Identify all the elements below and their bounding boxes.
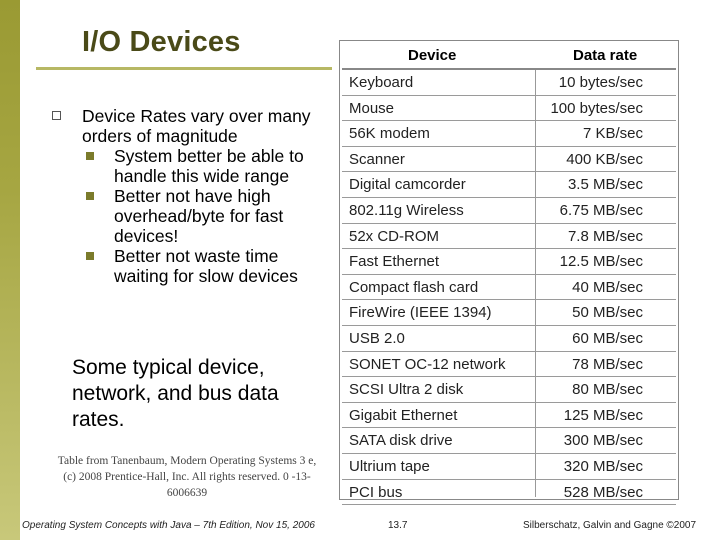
cell-data-rate: 78 MB/sec <box>572 355 643 373</box>
table-row: Gigabit Ethernet 125 MB/sec <box>342 403 676 429</box>
table-row: USB 2.0 60 MB/sec <box>342 326 676 352</box>
table-row: 56K modem 7 KB/sec <box>342 121 676 147</box>
cell-device: SONET OC-12 network <box>349 355 506 373</box>
table-row: Digital camcorder 3.5 MB/sec <box>342 172 676 198</box>
header-divider <box>342 68 676 70</box>
cell-device: FireWire (IEEE 1394) <box>349 304 492 322</box>
cell-device: Ultrium tape <box>349 458 430 475</box>
cell-device: Digital camcorder <box>349 176 466 194</box>
cell-device: Fast Ethernet <box>349 253 440 271</box>
cell-data-rate: 60 MB/sec <box>572 330 643 347</box>
slide-title: I/O Devices <box>82 26 241 58</box>
cell-data-rate: 12.5 MB/sec <box>559 253 643 271</box>
square-bullet-icon <box>86 152 94 160</box>
cell-device: 802.11g Wireless <box>349 202 464 219</box>
table-row: SCSI Ultra 2 disk 80 MB/sec <box>342 377 676 403</box>
cell-data-rate: 3.5 MB/sec <box>567 176 643 194</box>
table-row: Keyboard 10 bytes/sec <box>342 70 676 96</box>
cell-data-rate: 6.75 MB/sec <box>559 202 643 219</box>
cell-device: Scanner <box>349 150 405 168</box>
table-row: Compact flash card 40 MB/sec <box>342 275 676 301</box>
footer-right: Silberschatz, Galvin and Gagne ©2007 <box>523 520 697 531</box>
cell-device: Gigabit Ethernet <box>349 406 458 424</box>
cell-device: 52x CD-ROM <box>349 227 440 245</box>
bullet-list: Device Rates vary over many orders of ma… <box>52 106 332 286</box>
table-row: SATA disk drive 300 MB/sec <box>342 428 676 454</box>
sub-bullet: Better not waste time waiting for slow d… <box>52 246 332 286</box>
cell-device: 56K modem <box>349 125 430 143</box>
table-row: Ultrium tape 320 MB/sec <box>342 454 676 480</box>
cell-data-rate: 300 MB/sec <box>563 432 643 450</box>
table-row: Scanner 400 KB/sec <box>342 147 676 173</box>
header-data-rate: Data rate <box>573 47 638 64</box>
cell-device: SCSI Ultra 2 disk <box>349 381 464 399</box>
cell-data-rate: 7.8 MB/sec <box>567 227 643 245</box>
cell-data-rate: 80 MB/sec <box>572 381 643 399</box>
cell-device: Mouse <box>349 99 395 117</box>
table-row: Mouse 100 bytes/sec <box>342 96 676 122</box>
cell-data-rate: 50 MB/sec <box>572 304 643 322</box>
cell-data-rate: 10 bytes/sec <box>558 74 643 91</box>
cell-device: Keyboard <box>349 74 414 91</box>
bullet-main-text: Device Rates vary over many orders of ma… <box>82 106 311 146</box>
device-rate-table: Device Data rate Keyboard 10 bytes/sec Mou… <box>339 40 679 506</box>
left-accent-bar <box>0 0 20 540</box>
footer-page-number: 13.7 <box>388 520 408 531</box>
header-device: Device <box>408 47 457 64</box>
cell-data-rate: 320 MB/sec <box>563 458 643 475</box>
hollow-square-bullet-icon <box>52 111 61 120</box>
cell-device: PCI bus <box>349 483 403 501</box>
cell-data-rate: 400 KB/sec <box>566 150 643 168</box>
table-row: Fast Ethernet 12.5 MB/sec <box>342 249 676 275</box>
square-bullet-icon <box>86 252 94 260</box>
sub-bullet-text: Better not waste time waiting for slow d… <box>114 246 298 286</box>
sub-bullet: System better be able to handle this wid… <box>52 146 332 186</box>
cell-data-rate: 40 MB/sec <box>572 278 643 296</box>
table-row: 802.11g Wireless 6.75 MB/sec <box>342 198 676 224</box>
table-row: SONET OC-12 network 78 MB/sec <box>342 352 676 378</box>
table-credit: Table from Tanenbaum, Modern Operating S… <box>57 455 317 499</box>
table-row: FireWire (IEEE 1394) 50 MB/sec <box>342 300 676 326</box>
table-row: 52x CD-ROM 7.8 MB/sec <box>342 224 676 250</box>
sub-bullet-text: System better be able to handle this wid… <box>114 146 304 186</box>
cell-device: USB 2.0 <box>349 330 405 347</box>
cell-data-rate: 125 MB/sec <box>563 406 643 424</box>
square-bullet-icon <box>86 192 94 200</box>
cell-data-rate: 100 bytes/sec <box>550 99 643 117</box>
cell-device: Compact flash card <box>349 278 479 296</box>
column-divider <box>535 70 536 497</box>
footer-left: Operating System Concepts with Java – 7t… <box>22 520 315 531</box>
cell-device: SATA disk drive <box>349 432 453 450</box>
sub-bullet-text: Better not have high overhead/byte for f… <box>114 186 284 246</box>
bullet-main: Device Rates vary over many orders of ma… <box>52 106 332 146</box>
summary-text: Some typical device, network, and bus da… <box>72 356 279 431</box>
table-row: PCI bus 528 MB/sec <box>342 480 676 506</box>
title-underline <box>36 67 332 70</box>
sub-bullet: Better not have high overhead/byte for f… <box>52 186 332 246</box>
cell-data-rate: 7 KB/sec <box>582 125 643 143</box>
cell-data-rate: 528 MB/sec <box>563 483 643 501</box>
